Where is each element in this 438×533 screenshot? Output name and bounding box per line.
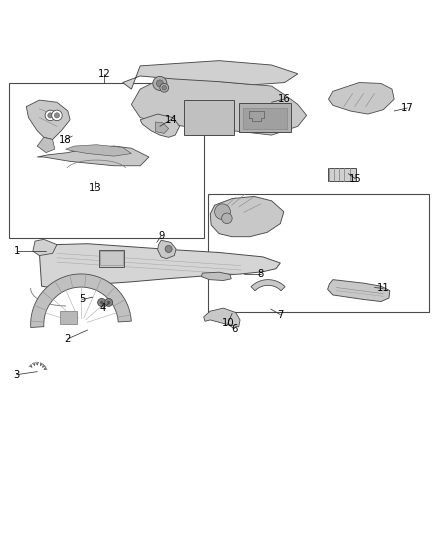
Polygon shape <box>131 76 307 135</box>
Polygon shape <box>140 114 180 138</box>
Polygon shape <box>328 280 390 302</box>
Text: 3: 3 <box>14 370 20 379</box>
Bar <box>60 311 77 324</box>
Text: 13: 13 <box>89 183 102 192</box>
Circle shape <box>153 76 167 91</box>
Text: 14: 14 <box>165 115 177 125</box>
Circle shape <box>54 113 60 118</box>
Text: 15: 15 <box>349 174 362 184</box>
Bar <box>328 168 356 181</box>
Polygon shape <box>31 274 131 327</box>
Text: 16: 16 <box>277 94 290 104</box>
Text: 8: 8 <box>258 269 264 279</box>
Polygon shape <box>39 244 280 288</box>
Text: 6: 6 <box>231 324 237 334</box>
Bar <box>9 83 204 238</box>
Polygon shape <box>155 122 169 133</box>
Circle shape <box>222 213 232 223</box>
Bar <box>243 108 287 128</box>
Text: 7: 7 <box>277 310 283 320</box>
Circle shape <box>165 246 172 253</box>
Circle shape <box>160 84 169 92</box>
Polygon shape <box>201 272 231 280</box>
Polygon shape <box>33 239 57 255</box>
Text: 17: 17 <box>401 103 414 113</box>
Polygon shape <box>26 100 70 140</box>
Text: 4: 4 <box>100 303 106 313</box>
Text: 1: 1 <box>14 246 20 256</box>
Polygon shape <box>123 61 298 89</box>
Bar <box>239 103 291 132</box>
Circle shape <box>156 80 163 87</box>
Polygon shape <box>204 308 240 327</box>
Bar <box>184 100 234 135</box>
Polygon shape <box>66 145 131 156</box>
Circle shape <box>48 113 53 118</box>
Text: 12: 12 <box>98 69 111 79</box>
Polygon shape <box>37 146 149 166</box>
Circle shape <box>107 301 110 304</box>
Circle shape <box>215 204 230 220</box>
Circle shape <box>100 301 103 304</box>
Text: 10: 10 <box>222 318 234 328</box>
Circle shape <box>52 110 62 120</box>
Text: 5: 5 <box>79 294 85 304</box>
Polygon shape <box>251 280 285 290</box>
Bar <box>208 194 429 312</box>
Polygon shape <box>158 240 176 259</box>
Circle shape <box>162 86 166 90</box>
Text: 18: 18 <box>59 135 71 146</box>
Polygon shape <box>37 138 55 152</box>
Polygon shape <box>328 83 394 114</box>
Circle shape <box>45 110 56 120</box>
Circle shape <box>105 298 113 306</box>
Text: 11: 11 <box>377 284 390 293</box>
Polygon shape <box>210 197 284 237</box>
Bar <box>99 250 124 266</box>
Circle shape <box>98 298 106 306</box>
Text: 9: 9 <box>158 231 164 241</box>
Text: 2: 2 <box>65 334 71 344</box>
Bar <box>100 251 123 265</box>
